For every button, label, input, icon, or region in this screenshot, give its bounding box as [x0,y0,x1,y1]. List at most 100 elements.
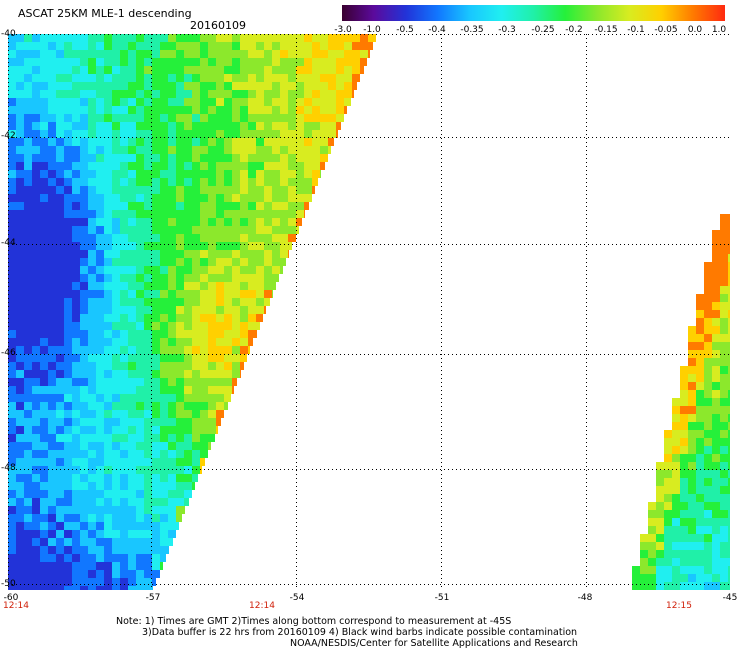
data-pixel [224,378,232,386]
data-pixel [16,138,24,146]
data-pixel [152,370,160,378]
data-pixel [304,34,312,42]
data-pixel [40,290,48,298]
data-pixel [688,414,696,422]
data-pixel [64,298,72,306]
data-pixel [80,226,88,234]
time-label: 12:14 [249,601,275,611]
data-pixel [264,274,272,282]
data-pixel [80,50,88,58]
data-pixel [248,74,256,82]
data-pixel [96,146,104,154]
data-pixel [680,390,688,398]
data-pixel [696,382,704,390]
data-pixel [192,234,200,242]
data-pixel [128,74,136,82]
data-pixel [216,266,224,274]
data-pixel [32,434,40,442]
data-pixel [216,242,224,250]
data-pixel [128,562,136,570]
data-pixel [208,202,216,210]
data-pixel [176,138,184,146]
data-pixel [104,34,112,42]
data-pixel [712,446,720,454]
data-pixel [136,522,144,530]
data-pixel [208,322,216,330]
data-pixel [280,210,288,218]
data-pixel [712,398,720,406]
data-pixel [240,234,248,242]
data-pixel [120,122,128,130]
data-pixel [96,530,104,538]
data-pixel [72,122,80,130]
data-pixel [32,162,40,170]
data-pixel [720,582,728,590]
data-pixel [168,498,176,506]
data-pixel [112,546,120,554]
data-pixel [632,582,640,590]
data-pixel [728,262,730,270]
data-pixel [264,186,272,194]
data-pixel [664,550,672,558]
data-pixel [168,506,176,514]
data-pixel [24,554,32,562]
data-pixel [64,50,72,58]
data-pixel [720,230,728,238]
data-pixel [248,146,256,154]
data-pixel [72,138,80,146]
data-pixel [56,90,64,98]
data-pixel [128,514,136,522]
data-pixel [200,458,205,466]
data-pixel [160,546,168,554]
data-pixel [144,58,152,66]
data-pixel [120,354,128,362]
data-pixel [672,398,680,406]
data-pixel [80,530,88,538]
data-pixel [248,322,256,330]
data-pixel [360,66,364,74]
data-pixel [32,402,40,410]
data-pixel [32,258,40,266]
data-pixel [152,338,160,346]
data-pixel [184,178,192,186]
data-pixel [664,582,672,590]
data-pixel [136,178,144,186]
data-pixel [120,474,128,482]
data-pixel [80,106,88,114]
data-pixel [200,450,208,458]
data-pixel [32,282,40,290]
data-pixel [96,386,104,394]
data-pixel [48,226,56,234]
data-pixel [728,526,730,534]
data-pixel [40,170,48,178]
data-pixel [192,450,200,458]
data-pixel [696,318,704,326]
data-pixel [16,474,24,482]
data-pixel [48,162,56,170]
data-pixel [712,558,720,566]
data-pixel [232,314,240,322]
data-pixel [240,74,248,82]
data-pixel [152,394,160,402]
data-pixel [56,402,64,410]
data-pixel [160,474,168,482]
data-pixel [192,386,200,394]
data-pixel [144,530,152,538]
data-pixel [184,74,192,82]
data-pixel [232,306,240,314]
data-pixel [232,50,240,58]
data-pixel [160,266,168,274]
data-pixel [728,462,730,470]
data-pixel [104,242,112,250]
data-pixel [96,282,104,290]
data-pixel [136,354,144,362]
data-pixel [256,98,264,106]
data-pixel [704,334,712,342]
data-pixel [256,298,264,306]
data-pixel [40,562,48,570]
data-pixel [120,418,128,426]
data-pixel [64,442,72,450]
data-pixel [32,426,40,434]
data-pixel [152,242,160,250]
data-pixel [304,114,312,122]
